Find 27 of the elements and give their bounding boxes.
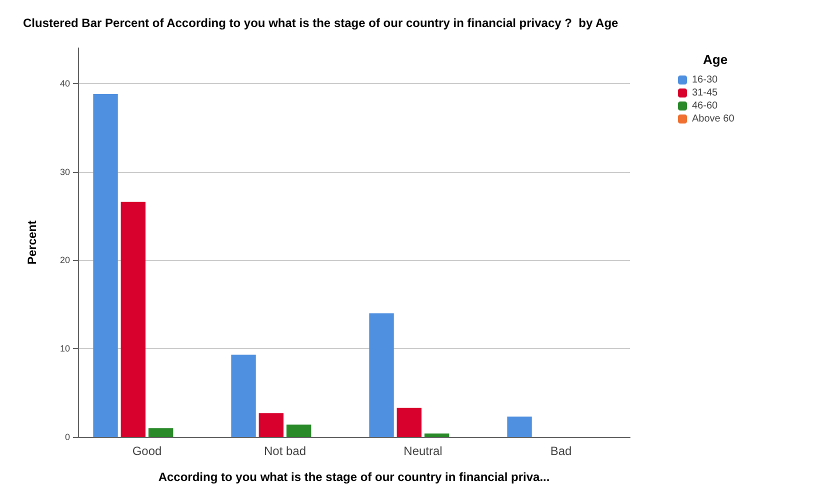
x-tick-label: Not bad — [264, 444, 306, 458]
bar — [93, 94, 118, 437]
y-axis-title: Percent — [25, 220, 39, 265]
bar — [369, 313, 394, 437]
x-axis-title: According to you what is the stage of our country in financial priva... — [158, 470, 550, 484]
bar — [286, 424, 312, 437]
bar — [120, 202, 146, 437]
bar — [507, 416, 532, 437]
y-tick-label: 20 — [60, 255, 70, 266]
x-tick-label: Neutral — [404, 444, 442, 458]
y-tick-label: 10 — [60, 344, 70, 354]
bar — [258, 413, 284, 437]
legend-label: Above 60 — [692, 114, 735, 124]
legend-label: 16-30 — [692, 74, 718, 86]
chart-title: Clustered Bar Percent of According to you what is the stage of our country in financial privacy ? by Age — [23, 16, 619, 30]
bar — [231, 354, 256, 437]
legend-title: Age — [703, 52, 728, 67]
x-tick-label: Good — [132, 444, 162, 458]
bar — [396, 408, 422, 437]
bar — [148, 428, 174, 437]
bar — [424, 433, 450, 437]
legend-label: 46-60 — [692, 100, 718, 112]
y-tick-label: 40 — [60, 78, 70, 88]
y-tick-label: 0 — [64, 432, 70, 442]
y-tick-label: 30 — [60, 166, 70, 177]
x-tick-label: Bad — [550, 444, 572, 458]
legend-label: 31-45 — [692, 88, 718, 98]
